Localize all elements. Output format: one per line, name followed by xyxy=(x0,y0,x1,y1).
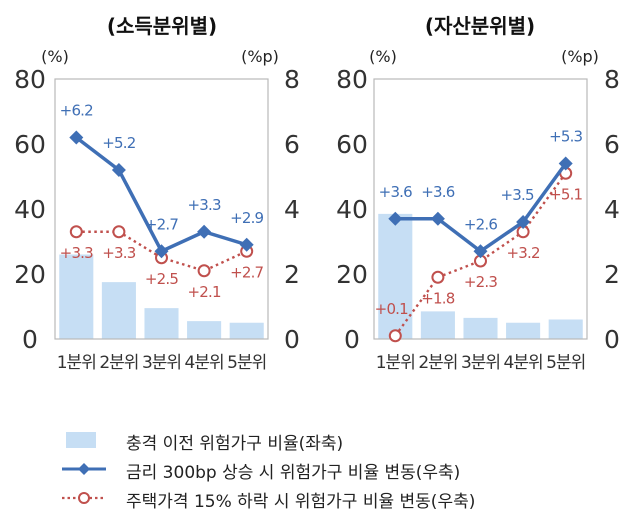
rate-data-label: +3.5 xyxy=(500,186,533,204)
x-tick-label: 4분위 xyxy=(504,353,543,373)
x-tick-label: 5분위 xyxy=(546,353,585,373)
chart-title: (소득분위별) xyxy=(107,14,217,38)
bar xyxy=(506,322,541,339)
right-axis-unit: (%p) xyxy=(241,47,279,66)
right-tick-label: 6 xyxy=(604,130,620,159)
right-tick-label: 4 xyxy=(604,195,620,224)
legend-item-rate: 금리 300bp 상승 시 위험가구 비율 변동(우축) xyxy=(60,455,620,483)
bar xyxy=(548,319,583,339)
rate-data-label: +3.3 xyxy=(187,196,220,214)
bar xyxy=(229,322,264,339)
rate-series-line xyxy=(75,136,248,254)
right-axis-unit: (%p) xyxy=(561,47,599,66)
bar xyxy=(463,317,498,339)
price-data-label: +3.3 xyxy=(102,244,135,262)
price-data-label: +2.3 xyxy=(464,273,497,291)
legend-rate-label: 금리 300bp 상승 시 위험가구 비율 변동(우축) xyxy=(126,463,461,483)
bar xyxy=(144,308,179,339)
bar xyxy=(420,311,455,339)
left-tick-label: 20 xyxy=(14,260,46,289)
rate-point xyxy=(239,237,254,252)
price-series-line xyxy=(394,172,567,337)
plot-frame xyxy=(54,78,269,340)
bar xyxy=(59,254,94,339)
x-tick-label: 2분위 xyxy=(99,353,138,373)
rate-point xyxy=(516,215,531,229)
right-tick-label: 8 xyxy=(604,65,620,94)
rate-data-label: +3.6 xyxy=(421,183,454,201)
rate-data-label: +3.6 xyxy=(379,183,412,201)
rate-data-label: +2.9 xyxy=(230,209,263,227)
legend-bar-swatch xyxy=(66,432,96,448)
left-axis-unit: (%) xyxy=(369,47,397,66)
left-tick-label: 0 xyxy=(22,325,38,354)
left-tick-label: 80 xyxy=(14,65,46,94)
chart-title: (자산분위별) xyxy=(425,14,535,38)
price-point xyxy=(431,270,445,284)
rate-point xyxy=(558,156,573,171)
price-point xyxy=(69,225,83,239)
right-tick-label: 8 xyxy=(284,65,300,94)
right-tick-label: 4 xyxy=(284,195,300,224)
rate-data-label: +2.7 xyxy=(145,215,178,233)
legend-price-line-symbol xyxy=(62,492,106,504)
left-tick-label: 20 xyxy=(336,260,368,289)
rate-point xyxy=(69,130,84,145)
price-data-label: +2.7 xyxy=(230,263,263,281)
legend-rate-line-symbol xyxy=(62,463,106,475)
x-tick-label: 1분위 xyxy=(376,353,415,373)
x-tick-label: 5분위 xyxy=(227,353,266,373)
plot-frame xyxy=(373,78,588,340)
price-data-label: +2.1 xyxy=(187,283,220,301)
price-data-label: +1.8 xyxy=(421,289,454,307)
rate-data-label: +6.2 xyxy=(60,102,93,120)
price-point xyxy=(388,329,402,343)
left-tick-label: 40 xyxy=(336,195,368,224)
legend-price-label: 주택가격 15% 하락 시 위험가구 비율 변동(우축) xyxy=(126,492,476,512)
bar xyxy=(101,282,136,339)
right-tick-label: 6 xyxy=(284,130,300,159)
left-tick-label: 40 xyxy=(14,195,46,224)
right-tick-label: 0 xyxy=(284,325,300,354)
price-data-label: +3.3 xyxy=(60,244,93,262)
left-tick-label: 60 xyxy=(14,130,46,159)
x-tick-label: 3분위 xyxy=(142,353,181,373)
x-tick-label: 3분위 xyxy=(461,353,500,373)
left-tick-label: 0 xyxy=(344,325,360,354)
rate-point xyxy=(111,163,126,177)
rate-data-label: +5.2 xyxy=(102,134,135,152)
bar xyxy=(187,321,222,339)
x-tick-label: 4분위 xyxy=(185,353,224,373)
rate-data-label: +2.6 xyxy=(464,215,497,233)
left-tick-label: 60 xyxy=(336,130,368,159)
rate-point xyxy=(154,244,169,259)
left-axis-unit: (%) xyxy=(41,47,69,66)
price-point xyxy=(197,264,211,278)
rate-point xyxy=(388,211,403,226)
right-tick-label: 2 xyxy=(284,260,300,289)
left-tick-label: 80 xyxy=(336,65,368,94)
price-data-label: +2.5 xyxy=(145,270,178,288)
legend-item-bars: 충격 이전 위험가구 비율(좌축) xyxy=(60,426,620,454)
x-tick-label: 2분위 xyxy=(418,353,457,373)
price-data-label: +0.1 xyxy=(375,300,408,318)
rate-data-label: +5.3 xyxy=(549,128,582,146)
x-tick-label: 1분위 xyxy=(57,353,96,373)
legend-bars-label: 충격 이전 위험가구 비율(좌축) xyxy=(126,434,344,454)
price-data-label: +3.2 xyxy=(506,244,539,262)
price-data-label: +5.1 xyxy=(549,185,582,203)
right-tick-label: 2 xyxy=(604,260,620,289)
rate-point xyxy=(473,244,488,259)
rate-point xyxy=(197,224,212,239)
bar xyxy=(378,213,413,339)
rate-point xyxy=(430,211,445,226)
legend-item-price: 주택가격 15% 하락 시 위험가구 비율 변동(우축) xyxy=(60,484,620,512)
right-tick-label: 0 xyxy=(604,325,620,354)
price-point xyxy=(112,225,126,239)
